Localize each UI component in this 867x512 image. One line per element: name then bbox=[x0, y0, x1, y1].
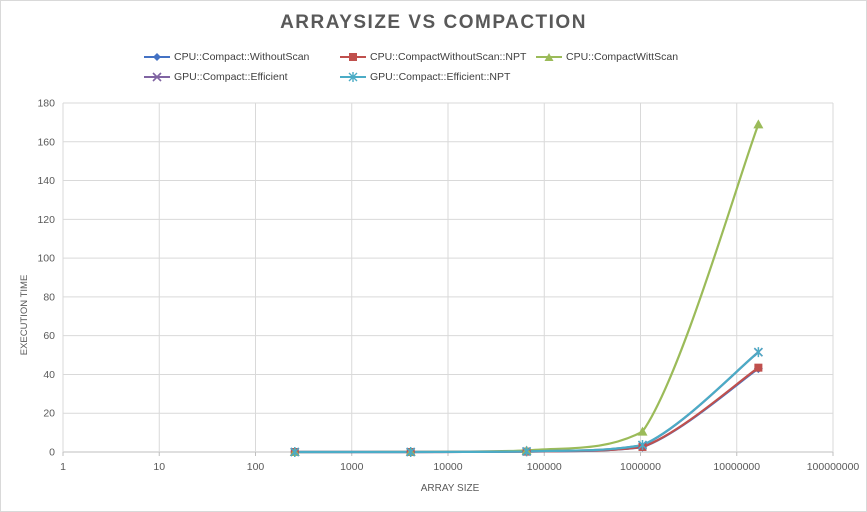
legend-label: CPU::Compact::WithoutScan bbox=[174, 51, 310, 63]
legend-item-gpu-compact-efficient-npt: GPU::Compact::Efficient::NPT bbox=[340, 71, 510, 83]
chart-title: ARRAYSIZE VS COMPACTION bbox=[280, 12, 587, 33]
legend-item-cpu-compactwithoutscan-npt: CPU::CompactWithoutScan::NPT bbox=[340, 51, 526, 63]
x-axis-label: ARRAY SIZE bbox=[420, 483, 480, 494]
y-tick-label: 140 bbox=[37, 175, 55, 187]
legend-label: CPU::CompactWithoutScan::NPT bbox=[370, 51, 527, 63]
data-point-triangle bbox=[637, 426, 648, 436]
y-tick-label: 180 bbox=[37, 98, 55, 110]
x-tick-label: 10000 bbox=[433, 461, 462, 473]
x-tick-label: 100 bbox=[247, 461, 265, 473]
x-tick-label: 10 bbox=[153, 461, 165, 473]
legend-marker-square bbox=[340, 53, 366, 61]
y-tick-label: 100 bbox=[37, 253, 55, 265]
legend-label: GPU::Compact::Efficient::NPT bbox=[370, 71, 511, 83]
x-tick-label: 100000 bbox=[527, 461, 562, 473]
y-axis-label: EXECUTION TIME bbox=[19, 274, 30, 356]
legend-marker-diamond bbox=[144, 53, 170, 61]
series-line bbox=[294, 123, 760, 454]
x-tick-label: 1 bbox=[60, 461, 66, 473]
series-line bbox=[294, 367, 759, 454]
legend-marker-x bbox=[144, 72, 170, 82]
x-tick-label: 100000000 bbox=[807, 461, 860, 473]
x-tick-label: 10000000 bbox=[713, 461, 760, 473]
y-tick-label: 40 bbox=[43, 369, 55, 381]
data-point-asterisk bbox=[637, 440, 648, 451]
y-tick-label: 120 bbox=[37, 214, 55, 226]
legend-item-gpu-compact-efficient: GPU::Compact::Efficient bbox=[144, 71, 288, 83]
data-point-asterisk bbox=[753, 347, 763, 358]
x-tick-label: 1000 bbox=[340, 461, 364, 473]
y-tick-label: 0 bbox=[49, 447, 55, 459]
legend-item-cpu-compact-withoutscan: CPU::Compact::WithoutScan bbox=[144, 51, 309, 63]
legend-item-cpu-compactwittscan: CPU::CompactWittScan bbox=[536, 51, 678, 63]
series-line bbox=[294, 351, 760, 454]
y-tick-label: 60 bbox=[43, 330, 55, 342]
data-point-triangle bbox=[753, 119, 764, 129]
legend-marker-triangle bbox=[536, 53, 562, 61]
legend-label: CPU::CompactWittScan bbox=[566, 51, 679, 63]
data-point-asterisk bbox=[522, 446, 532, 457]
legend-marker-asterisk bbox=[340, 72, 366, 82]
y-tick-label: 20 bbox=[43, 408, 55, 420]
legend-label: GPU::Compact::Efficient bbox=[174, 71, 288, 83]
data-point-asterisk bbox=[290, 447, 300, 457]
data-point-asterisk bbox=[406, 447, 416, 457]
data-point-square bbox=[754, 363, 763, 372]
y-tick-label: 80 bbox=[43, 291, 55, 303]
x-tick-label: 1000000 bbox=[620, 461, 661, 473]
series-line bbox=[294, 366, 760, 454]
series-line bbox=[294, 351, 760, 454]
y-tick-label: 160 bbox=[37, 136, 55, 148]
